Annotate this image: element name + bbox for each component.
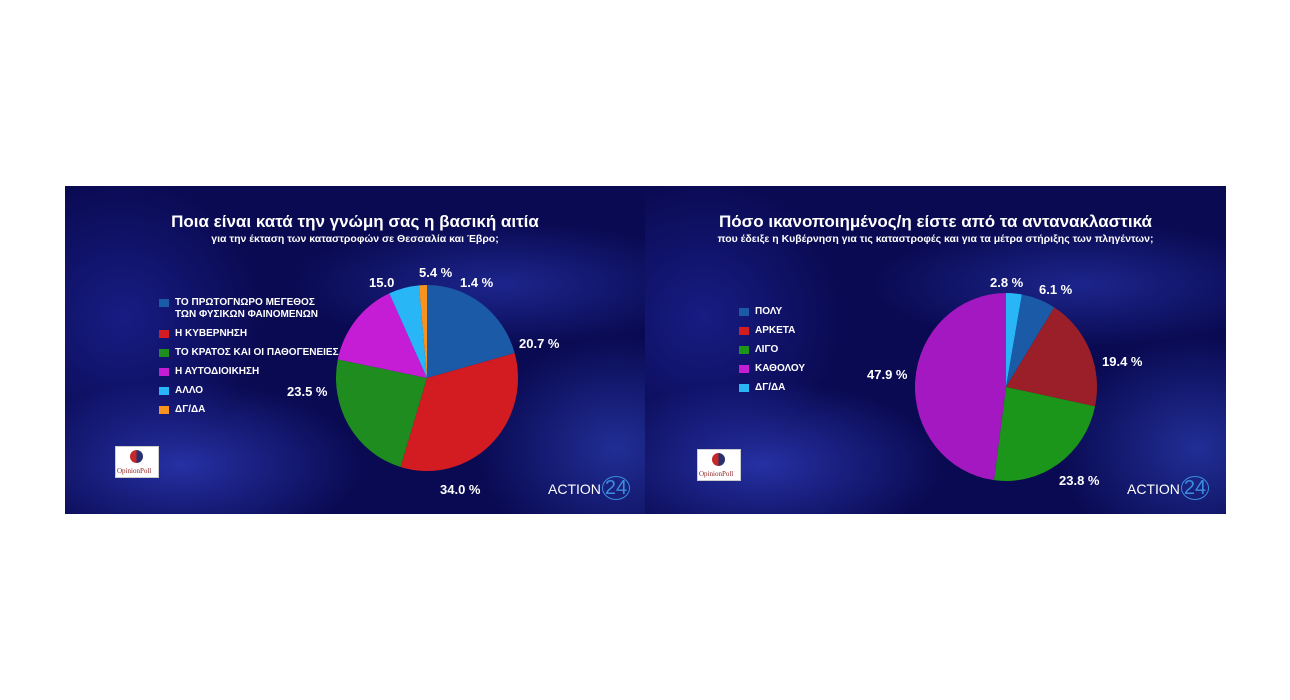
legend-label: ΔΓ/ΔΑ bbox=[175, 404, 206, 415]
pie-slice-2 bbox=[994, 387, 1096, 481]
pie-slice-2 bbox=[336, 359, 427, 467]
legend-swatch bbox=[159, 368, 169, 376]
legend-label: ΑΡΚΕΤΑ bbox=[755, 325, 796, 336]
legend-swatch bbox=[739, 308, 749, 316]
legend-item: ΔΓ/ΔΑ bbox=[159, 404, 361, 416]
data-label: 47.9 % bbox=[867, 367, 908, 382]
legend-label: Η ΚΥΒΕΡΝΗΣΗ bbox=[175, 328, 248, 339]
pie-slice-0 bbox=[1006, 294, 1055, 387]
data-label: 6.1 % bbox=[1039, 282, 1073, 297]
legend-label: ΛΙΓΟ bbox=[755, 344, 779, 355]
data-label: 19.4 % bbox=[1102, 354, 1143, 369]
pie-slice-0 bbox=[427, 285, 515, 378]
legend-label: ΚΑΘΟΛΟΥ bbox=[755, 363, 806, 374]
legend-swatch bbox=[739, 327, 749, 335]
legend-item: ΚΑΘΟΛΟΥ bbox=[739, 363, 805, 375]
data-label: 2.8 % bbox=[990, 275, 1024, 290]
pie-slice-3 bbox=[337, 293, 427, 378]
legend-item: ΤΟ ΠΡΩΤΟΓΝΩΡΟ ΜΕΓΕΘΟΣ ΤΩΝ ΦΥΣΙΚΩΝ ΦΑΙΝΟΜ… bbox=[159, 297, 361, 321]
data-label: 15.0 bbox=[369, 275, 395, 290]
data-label: 5.4 % bbox=[419, 265, 453, 280]
action24-logo: ACTION 24 bbox=[548, 476, 631, 500]
chart-subtitle: για την έκταση των καταστροφών σε Θεσσαλ… bbox=[211, 233, 499, 245]
legend-item: Η ΑΥΤΟΔΙΟΙΚΗΣΗ bbox=[159, 366, 361, 378]
chart-title: Ποια είναι κατά την γνώμη σας η βασική α… bbox=[171, 212, 539, 231]
legend-swatch bbox=[159, 299, 169, 307]
legend-item: Η ΚΥΒΕΡΝΗΣΗ bbox=[159, 328, 361, 340]
data-label: 34.0 % bbox=[440, 482, 481, 497]
legend-item: ΛΙΓΟ bbox=[739, 344, 805, 356]
data-label: 23.8 % bbox=[1059, 473, 1100, 488]
legend-swatch bbox=[159, 387, 169, 395]
legend-label: ΠΟΛΥ bbox=[755, 306, 783, 317]
opinionpoll-logo: OpinionPoll bbox=[115, 446, 159, 478]
pie-slice-1 bbox=[400, 353, 518, 471]
chart-panel-cause: Ποια είναι κατά την γνώμη σας η βασική α… bbox=[65, 186, 645, 514]
pie-slice-5 bbox=[419, 285, 427, 378]
data-label: 23.5 % bbox=[287, 384, 328, 399]
chart-title: Πόσο ικανοποιημένος/η είστε από τα ανταν… bbox=[719, 212, 1152, 231]
pie-slice-4 bbox=[389, 285, 427, 378]
legend-swatch bbox=[739, 384, 749, 392]
opinionpoll-logo: OpinionPoll bbox=[697, 449, 741, 481]
legend-item: ΔΓ/ΔΑ bbox=[739, 382, 805, 394]
legend-item: ΑΛΛΟ bbox=[159, 385, 361, 397]
pie-slice-4 bbox=[1006, 293, 1022, 387]
legend-label: Η ΑΥΤΟΔΙΟΙΚΗΣΗ bbox=[175, 366, 260, 377]
legend-swatch bbox=[159, 330, 169, 338]
pie-slice-3 bbox=[914, 293, 1006, 481]
legend: ΤΟ ΠΡΩΤΟΓΝΩΡΟ ΜΕΓΕΘΟΣ ΤΩΝ ΦΥΣΙΚΩΝ ΦΑΙΝΟΜ… bbox=[159, 297, 361, 423]
legend-swatch bbox=[159, 349, 169, 357]
legend-item: ΑΡΚΕΤΑ bbox=[739, 325, 805, 337]
pie-slice-1 bbox=[1006, 307, 1097, 407]
legend-label: ΑΛΛΟ bbox=[175, 385, 204, 396]
pie bbox=[336, 285, 518, 471]
chart-panel-satisfaction: Πόσο ικανοποιημένος/η είστε από τα ανταν… bbox=[645, 186, 1226, 514]
action24-logo: ACTION 24 bbox=[1127, 476, 1210, 500]
legend: ΠΟΛΥ ΑΡΚΕΤΑ ΛΙΓΟ ΚΑΘΟΛΟΥ ΔΓ/ΔΑ bbox=[739, 306, 805, 401]
legend-label: ΤΟ ΠΡΩΤΟΓΝΩΡΟ ΜΕΓΕΘΟΣ ΤΩΝ ΦΥΣΙΚΩΝ ΦΑΙΝΟΜ… bbox=[175, 297, 318, 320]
data-label: 20.7 % bbox=[519, 336, 560, 351]
legend-label: ΔΓ/ΔΑ bbox=[755, 382, 786, 393]
legend-swatch bbox=[739, 346, 749, 354]
data-label: 1.4 % bbox=[460, 275, 494, 290]
legend-swatch bbox=[159, 406, 169, 414]
legend-item: ΠΟΛΥ bbox=[739, 306, 805, 318]
legend-swatch bbox=[739, 365, 749, 373]
pie bbox=[914, 293, 1097, 481]
chart-subtitle: που έδειξε η Κυβέρνηση για τις καταστροφ… bbox=[717, 233, 1154, 245]
